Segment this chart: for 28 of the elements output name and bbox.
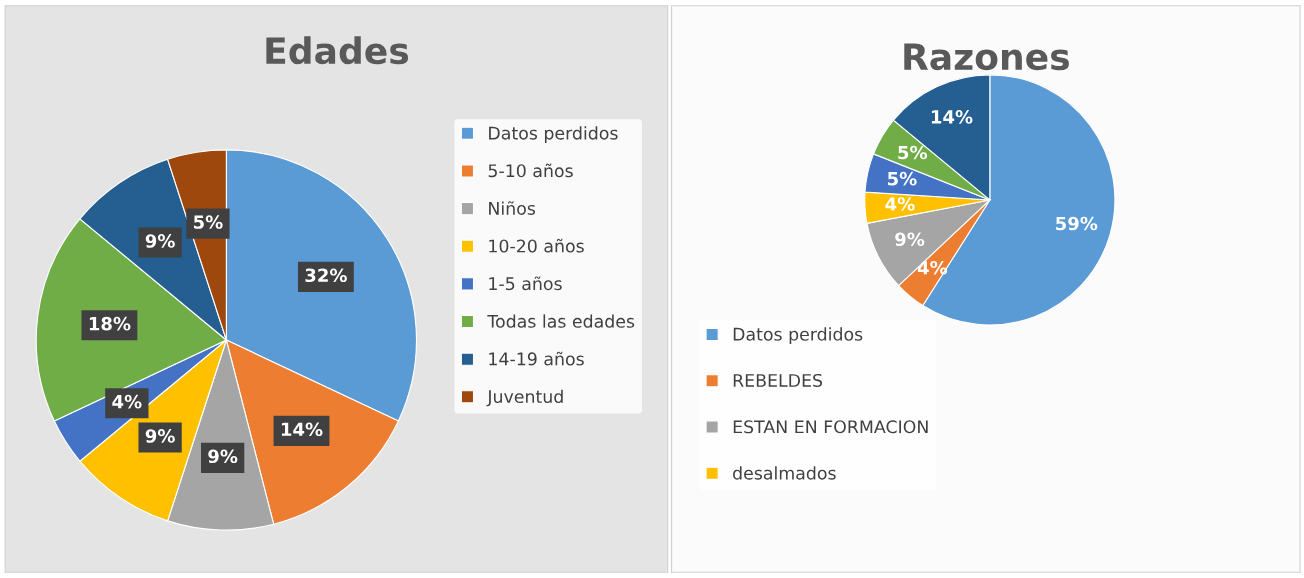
data-label: 5% xyxy=(887,171,917,186)
data-label: 9% xyxy=(145,234,175,248)
legend-label: Datos perdidos xyxy=(733,327,863,345)
data-label: 5% xyxy=(898,145,928,160)
data-label: 5% xyxy=(193,215,223,229)
legend-label: Todas las edades xyxy=(487,314,635,328)
data-label: 9% xyxy=(145,429,175,443)
data-label: 4% xyxy=(885,197,915,211)
legend-label: ESTAN EN FORMACION xyxy=(733,420,928,434)
data-label: 59% xyxy=(1056,216,1098,231)
chart-title: Razones xyxy=(904,43,1069,71)
data-label: 14% xyxy=(931,110,973,124)
legend-label: Juventud xyxy=(486,389,563,407)
data-label: 14% xyxy=(281,422,323,437)
legend-label: 1-5 años xyxy=(489,276,562,291)
data-label: 9% xyxy=(895,232,925,247)
legend-label: 10-20 años xyxy=(489,238,584,253)
legend-label: 5-10 años xyxy=(488,163,573,178)
legend-label: 14-19 años xyxy=(489,351,584,366)
data-label: 18% xyxy=(89,316,131,331)
legend-label: desalmados xyxy=(733,466,836,480)
legend-label: Datos perdidos xyxy=(489,126,618,144)
data-label: 32% xyxy=(305,268,347,283)
chart-title: Edades xyxy=(266,36,409,65)
data-label: 9% xyxy=(208,449,238,464)
data-label: 4% xyxy=(112,394,142,409)
legend-label: Niños xyxy=(489,201,536,215)
legend-label: REBELDES xyxy=(733,373,823,388)
